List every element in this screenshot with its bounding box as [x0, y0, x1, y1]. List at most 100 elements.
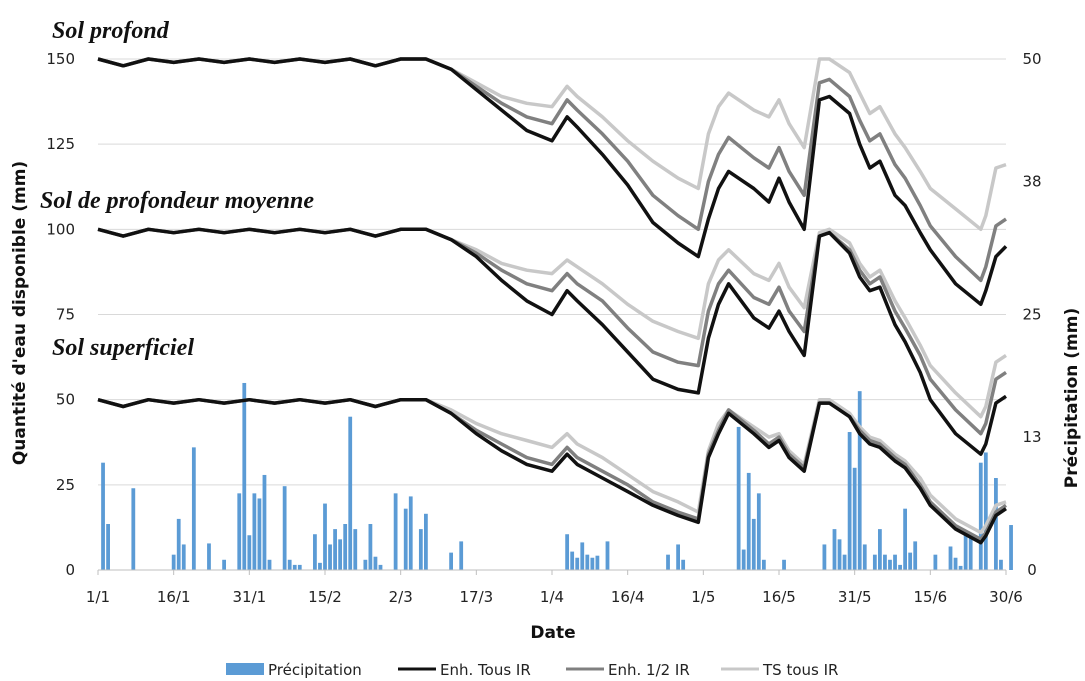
precipitation-bar [736, 426, 741, 570]
precipitation-bar [888, 559, 892, 570]
precipitation-bar [418, 529, 423, 570]
y2-tick-label: 38 [1022, 173, 1041, 191]
precipitation-bar [847, 432, 852, 570]
x-tick-label: 16/4 [611, 588, 645, 606]
y-axis-title: Quantité d'eau disponible (mm) [10, 161, 30, 465]
legend-label-precipitation: Précipitation [268, 661, 362, 679]
y2-axis-title: Précipitation (mm) [1062, 308, 1082, 489]
precipitation-bar [449, 552, 454, 570]
legend-label-enh-tous-ir: Enh. Tous IR [440, 661, 531, 679]
y-axis-ticks: 0 25 50 75 100 125 150 [46, 50, 75, 579]
y2-tick-label: 13 [1022, 428, 1041, 446]
y2-axis-ticks: 0 13 25 38 50 [1022, 50, 1041, 579]
precipitation-bar [994, 478, 998, 570]
precipitation-bar [176, 518, 181, 570]
precipitation-bar [958, 565, 963, 570]
precipitation-bar [353, 529, 358, 570]
legend-swatch-precipitation [226, 663, 264, 675]
precipitation-bar [605, 541, 610, 570]
y-tick-label: 125 [46, 135, 75, 153]
precipitation-bar [953, 557, 958, 570]
precipitation-bar [247, 535, 252, 570]
precipitation-bar [948, 546, 953, 570]
precipitation-bar [782, 559, 786, 570]
precipitation-bar [822, 544, 827, 570]
x-tick-label: 31/1 [232, 588, 266, 606]
precipitation-bar [898, 564, 902, 570]
precipitation-bar [106, 524, 110, 570]
x-tick-label: 1/4 [540, 588, 564, 606]
legend-label-ts-tous-ir: TS tous IR [762, 661, 838, 679]
precipitation-bar [933, 554, 938, 570]
y-tick-label: 25 [56, 476, 75, 494]
precipitation-bar [257, 498, 262, 570]
precipitation-bar [181, 544, 186, 570]
precipitation-bar [681, 559, 686, 570]
x-tick-label: 16/1 [157, 588, 191, 606]
precipitation-bar [756, 493, 761, 570]
x-tick-label: 30/6 [989, 588, 1023, 606]
precipitation-bar [565, 534, 570, 570]
y-tick-label: 75 [56, 306, 75, 324]
precipitation-bar [893, 554, 897, 570]
precipitation-bar [313, 534, 317, 570]
precipitation-bar [297, 564, 302, 570]
y-tick-label: 50 [56, 391, 75, 409]
panel-title-sol-moyen: Sol de profondeur moyenne [40, 188, 314, 214]
x-tick-label: 15/6 [913, 588, 947, 606]
precipitation-bar [267, 559, 272, 570]
precipitation-bar [666, 554, 670, 570]
y-tick-label: 100 [46, 220, 75, 238]
y2-tick-label: 25 [1022, 306, 1041, 324]
precipitation-bar [323, 503, 327, 570]
x-tick-label: 16/5 [762, 588, 796, 606]
precipitation-bar [872, 554, 877, 570]
y2-tick-label: 0 [1027, 561, 1037, 579]
x-tick-label: 31/5 [838, 588, 872, 606]
precipitation-bar [590, 557, 595, 570]
precipitation-bar [408, 496, 413, 570]
series-line-sol_profond-enh-tous-ir [97, 57, 1008, 307]
x-tick-label: 17/3 [459, 588, 493, 606]
precipitation-bar [131, 488, 136, 570]
precipitation-bar [842, 554, 847, 570]
panel-title-sol-profond: Sol profond [52, 18, 170, 44]
precipitation-bar [423, 513, 428, 570]
series-lines [97, 57, 1008, 545]
precipitation-bar [101, 462, 105, 570]
precipitation-bar [333, 529, 337, 570]
precipitation-bar [171, 554, 176, 570]
precipitation-bar [877, 529, 882, 570]
precipitation-bar [963, 534, 968, 570]
x-tick-label: 15/2 [308, 588, 342, 606]
precipitation-bar [575, 557, 580, 570]
precipitation-bar [595, 555, 600, 570]
precipitation-bar [287, 559, 292, 570]
precipitation-bar [903, 508, 908, 570]
precipitation-bar [862, 544, 867, 570]
legend: Précipitation Enh. Tous IR Enh. 1/2 IR T… [226, 661, 838, 679]
precipitation-bar [363, 559, 368, 570]
precipitation-bar [580, 542, 585, 570]
precipitation-bar [832, 529, 837, 570]
precipitation-bar [999, 559, 1003, 570]
precipitation-bar [378, 564, 383, 570]
precipitation-bar [207, 543, 211, 570]
precipitation-bar [373, 556, 378, 570]
precipitation-bar [676, 544, 681, 570]
precipitation-bar [262, 474, 267, 570]
precipitation-bar [343, 524, 348, 570]
x-tick-label: 1/1 [86, 588, 110, 606]
precipitation-bar [393, 493, 398, 570]
precipitation-bar [368, 524, 373, 570]
precipitation-bar [746, 472, 751, 570]
precipitation-bar [913, 541, 918, 570]
precipitation-bar [857, 391, 862, 570]
precipitation-bar [978, 462, 983, 570]
precipitation-bar [1009, 525, 1013, 570]
y2-tick-label: 50 [1022, 50, 1041, 68]
precipitation-bar [837, 539, 842, 570]
precipitation-bar [459, 541, 464, 570]
precipitation-bar [242, 382, 247, 570]
legend-label-enh-half-ir: Enh. 1/2 IR [608, 661, 690, 679]
